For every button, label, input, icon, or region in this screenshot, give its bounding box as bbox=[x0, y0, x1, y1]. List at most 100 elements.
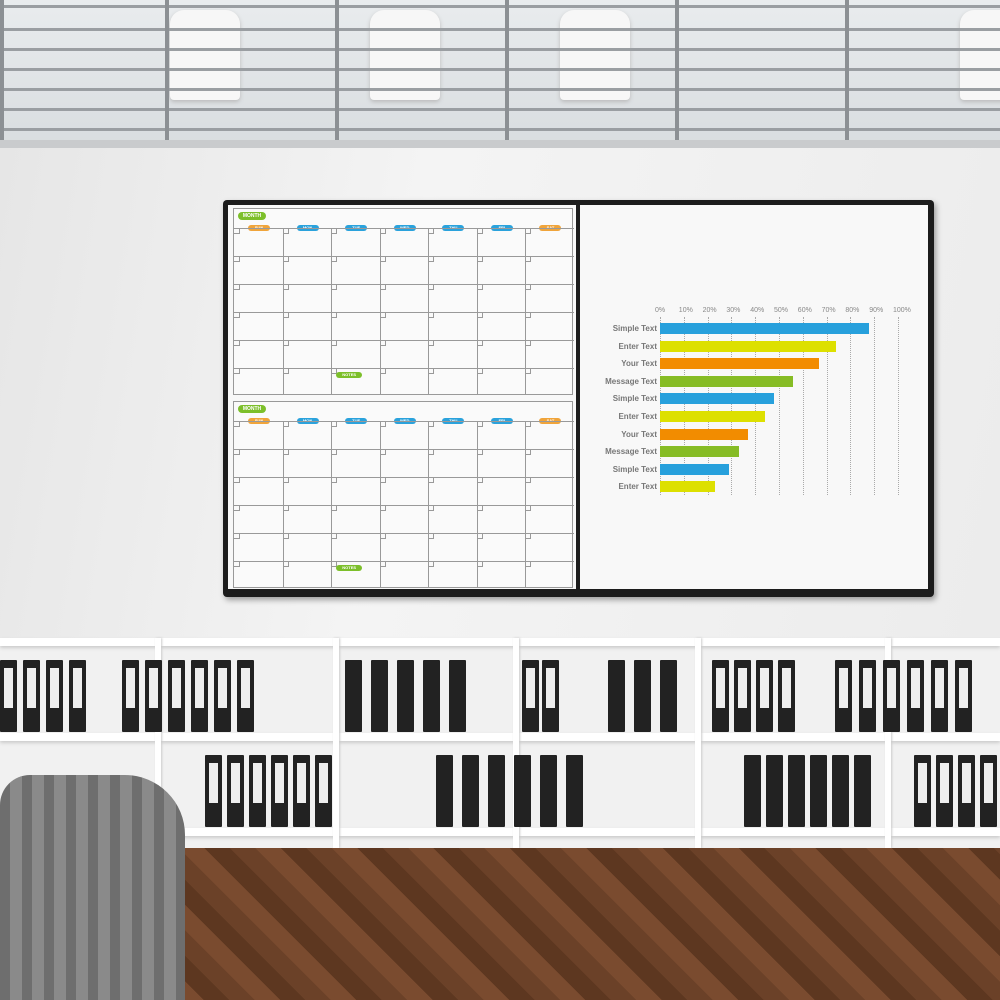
calendar-row-line bbox=[234, 256, 574, 257]
date-box bbox=[379, 421, 386, 427]
date-box bbox=[234, 449, 240, 455]
date-box bbox=[331, 421, 338, 427]
gridline bbox=[874, 317, 876, 495]
date-box bbox=[282, 312, 289, 318]
date-box bbox=[379, 477, 386, 483]
date-box bbox=[476, 284, 483, 290]
bar-chart: 0% 10% 20% 30% 40% 50% 60% 70% 80% 90% 100% Simple … bbox=[580, 205, 928, 589]
category-label: Your Text bbox=[621, 359, 657, 369]
date-box bbox=[331, 228, 338, 234]
binder bbox=[0, 660, 17, 732]
date-box bbox=[282, 421, 289, 427]
date-box bbox=[379, 505, 386, 511]
railing-bar bbox=[0, 108, 1000, 111]
date-box bbox=[525, 284, 532, 290]
date-box bbox=[379, 284, 386, 290]
gridline bbox=[731, 317, 733, 495]
binder bbox=[854, 755, 871, 827]
date-box bbox=[282, 284, 289, 290]
date-box bbox=[525, 340, 532, 346]
bar bbox=[660, 428, 749, 440]
calendar-row-line bbox=[234, 284, 574, 285]
railing-post bbox=[505, 0, 509, 142]
date-box bbox=[379, 561, 386, 567]
x-tick-label: 90% bbox=[869, 307, 884, 314]
date-box bbox=[525, 505, 532, 511]
bar bbox=[660, 358, 820, 370]
calendar-column-line bbox=[428, 421, 430, 588]
date-box bbox=[379, 312, 386, 318]
category-label: Enter Text bbox=[618, 341, 657, 351]
category-label: Message Text bbox=[605, 376, 657, 386]
gridline bbox=[850, 317, 852, 495]
date-box bbox=[428, 561, 435, 567]
binder bbox=[756, 660, 773, 732]
railing-bar bbox=[0, 128, 1000, 131]
bar bbox=[660, 446, 739, 458]
x-tick-label: 30% bbox=[726, 307, 741, 314]
shelf-post bbox=[695, 638, 701, 848]
binder bbox=[397, 660, 414, 732]
date-box bbox=[234, 340, 240, 346]
date-box bbox=[331, 449, 338, 455]
shelf-board bbox=[0, 828, 1000, 836]
date-box bbox=[476, 505, 483, 511]
date-box bbox=[282, 505, 289, 511]
bar bbox=[660, 340, 837, 352]
date-box bbox=[428, 284, 435, 290]
calendar-panel: MONTHSUNMONTUEWEDTHUFRISATNOTESMONTHSUNM… bbox=[228, 205, 576, 589]
gridline bbox=[779, 317, 780, 495]
railing-bar bbox=[0, 48, 1000, 51]
calendar-column-line bbox=[331, 421, 333, 588]
date-box bbox=[379, 228, 386, 234]
gridline bbox=[755, 317, 757, 495]
gridline bbox=[660, 317, 661, 495]
shelf-board bbox=[0, 733, 1000, 741]
chair bbox=[370, 10, 440, 100]
date-box bbox=[234, 477, 240, 483]
binder bbox=[835, 660, 852, 732]
calendar-line bbox=[234, 228, 574, 229]
date-box bbox=[282, 256, 289, 262]
date-box bbox=[379, 368, 386, 374]
bookshelf bbox=[0, 638, 1000, 848]
x-tick-label: 80% bbox=[845, 307, 860, 314]
binder bbox=[249, 755, 266, 827]
binder bbox=[566, 755, 583, 827]
binder bbox=[488, 755, 505, 827]
shelf-post bbox=[155, 638, 161, 848]
binder bbox=[608, 660, 625, 732]
railing-post bbox=[675, 0, 679, 142]
railing-bar bbox=[0, 5, 1000, 8]
date-box bbox=[234, 228, 240, 234]
date-box bbox=[331, 561, 338, 567]
date-box bbox=[331, 368, 338, 374]
date-box bbox=[282, 533, 289, 539]
binder bbox=[522, 660, 539, 732]
date-box bbox=[234, 505, 240, 511]
date-box bbox=[331, 256, 338, 262]
x-tick-label: 20% bbox=[702, 307, 717, 314]
mezzanine-ledge bbox=[0, 140, 1000, 148]
calendar-column-line bbox=[476, 421, 478, 588]
sofa bbox=[0, 775, 185, 1000]
date-box bbox=[428, 256, 435, 262]
binder bbox=[634, 660, 651, 732]
upper-floor-glass-railing bbox=[0, 0, 1000, 145]
calendar-column-line bbox=[379, 421, 381, 588]
binder bbox=[914, 755, 931, 827]
binder bbox=[46, 660, 63, 732]
date-box bbox=[234, 312, 240, 318]
date-box bbox=[476, 368, 483, 374]
date-box bbox=[234, 533, 240, 539]
x-tick-label: 10% bbox=[678, 307, 693, 314]
date-box bbox=[525, 421, 532, 427]
date-box bbox=[379, 340, 386, 346]
calendar-column-line bbox=[379, 228, 381, 395]
date-box bbox=[379, 533, 386, 539]
date-box bbox=[234, 421, 240, 427]
binder bbox=[122, 660, 139, 732]
date-box bbox=[476, 312, 483, 318]
date-box bbox=[525, 312, 532, 318]
x-tick-label: 0% bbox=[655, 307, 666, 314]
